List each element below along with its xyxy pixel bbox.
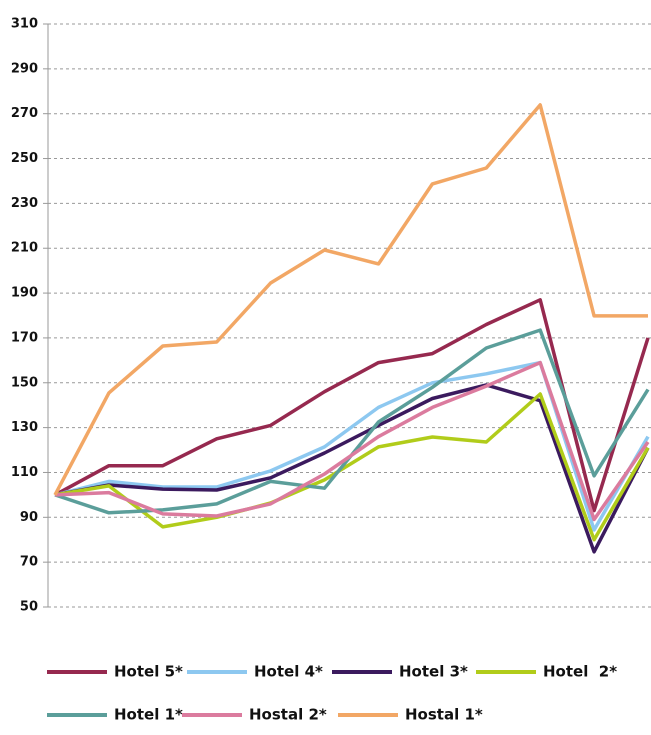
legend-label: Hotel 1* — [114, 706, 183, 724]
series-line — [54, 298, 650, 513]
series-line — [53, 103, 648, 496]
y-tick-label: 250 — [11, 151, 38, 166]
series-line — [54, 360, 650, 522]
y-tick-label: 50 — [20, 600, 38, 615]
legend-label: Hostal 2* — [249, 706, 327, 724]
y-tick-label: 310 — [11, 17, 38, 32]
y-tick-label: 270 — [11, 106, 38, 121]
y-tick-label: 290 — [11, 61, 38, 76]
y-tick-label: 130 — [11, 420, 38, 435]
legend-label: Hotel 2* — [543, 663, 617, 681]
y-tick-label: 90 — [20, 510, 38, 525]
series-line — [54, 383, 650, 554]
y-tick-label: 170 — [11, 330, 38, 345]
legend-label: Hostal 1* — [405, 706, 483, 724]
y-tick-label: 110 — [11, 465, 38, 480]
series-line — [54, 392, 650, 542]
legend-label: Hotel 3* — [399, 663, 468, 681]
y-tick-label: 150 — [11, 375, 38, 390]
legend-label: Hotel 5* — [114, 663, 183, 681]
y-tick-label: 190 — [11, 286, 38, 301]
legend-label: Hotel 4* — [254, 663, 323, 681]
y-tick-label: 230 — [11, 196, 38, 211]
y-tick-label: 210 — [11, 241, 38, 256]
y-tick-label: 70 — [20, 555, 38, 570]
